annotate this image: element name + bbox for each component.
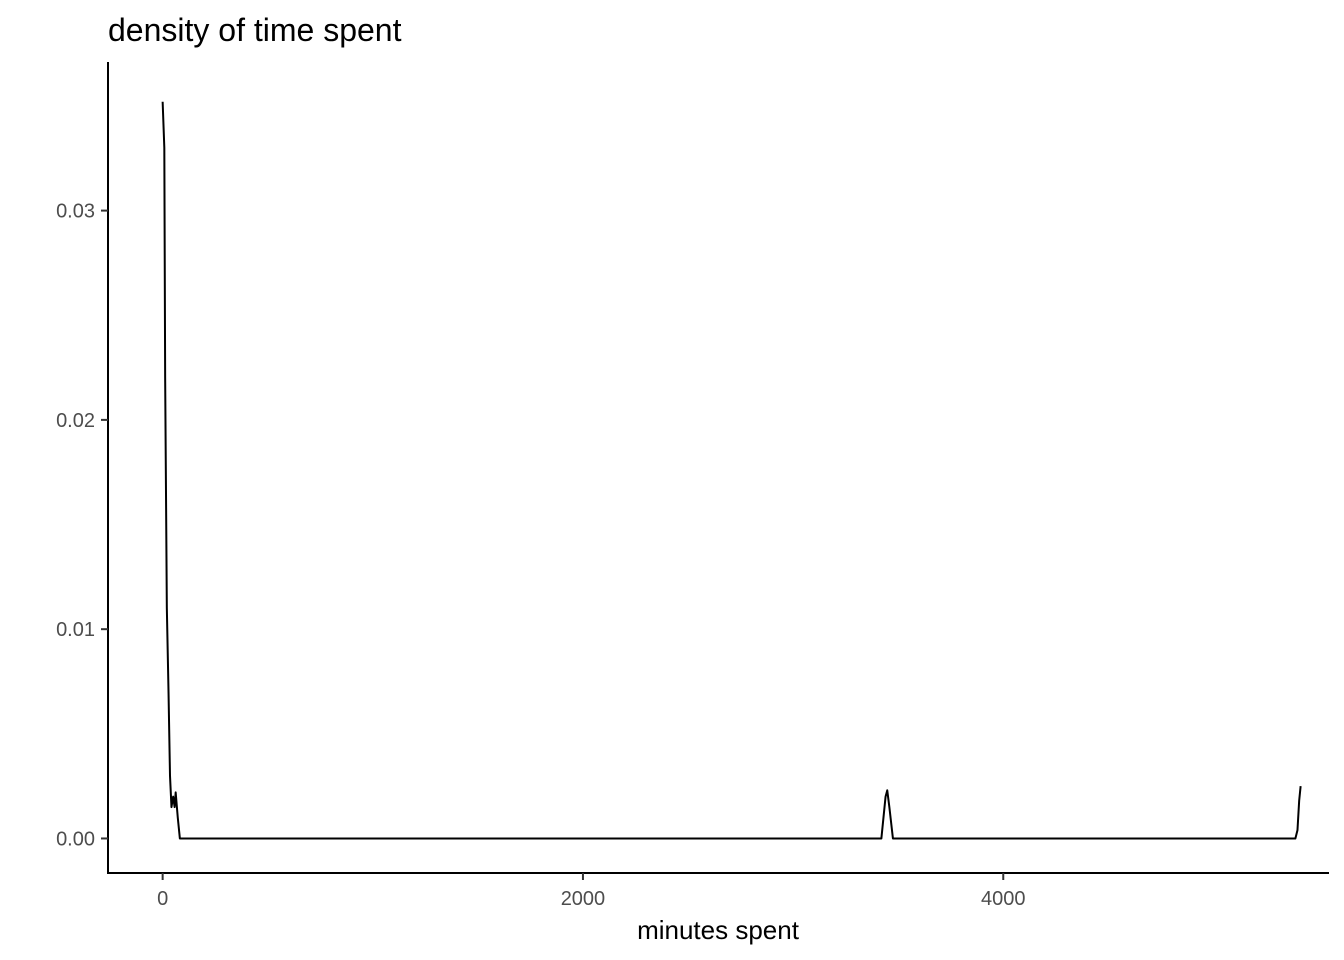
- plot-area: [161, 101, 1302, 840]
- x-axis-title: minutes spent: [637, 915, 800, 945]
- y-tick-label: 0.01: [56, 619, 95, 641]
- y-tick-label: 0.02: [56, 410, 95, 432]
- density-series-line: [161, 101, 1302, 840]
- x-tick-label: 0: [157, 888, 168, 910]
- x-tick-label: 4000: [981, 888, 1026, 910]
- y-axis: 0.00 0.01 0.02 0.03: [56, 62, 109, 873]
- x-axis: 0 2000 4000: [107, 872, 1329, 910]
- y-tick-label: 0.00: [56, 828, 95, 850]
- x-tick-label: 2000: [561, 888, 606, 910]
- y-tick-label: 0.03: [56, 201, 95, 223]
- chart-title: density of time spent: [108, 12, 402, 48]
